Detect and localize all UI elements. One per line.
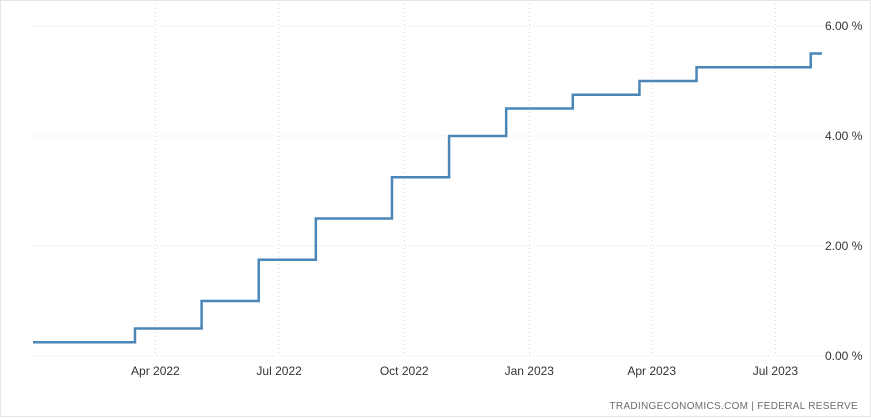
x-tick-label: Jul 2022 <box>256 364 302 378</box>
y-tick-label: 6.00 % <box>825 19 863 33</box>
y-tick-label: 0.00 % <box>825 349 863 363</box>
x-tick-label: Apr 2023 <box>627 364 676 378</box>
x-tick-label: Jul 2023 <box>753 364 799 378</box>
x-tick-label: Apr 2022 <box>131 364 180 378</box>
x-tick-label: Jan 2023 <box>505 364 555 378</box>
series-layer <box>33 53 822 342</box>
series-line <box>33 54 822 343</box>
x-tick-label: Oct 2022 <box>380 364 429 378</box>
source-note: TRADINGECONOMICS.COM | FEDERAL RESERVE <box>610 401 858 412</box>
axis-layer: 0.00 % 2.00 % 4.00 % 6.00 % Apr 2022 Jul 2022… <box>131 19 863 378</box>
grid-layer <box>33 4 823 356</box>
y-tick-label: 4.00 % <box>825 129 863 143</box>
y-tick-label: 2.00 % <box>825 239 863 253</box>
